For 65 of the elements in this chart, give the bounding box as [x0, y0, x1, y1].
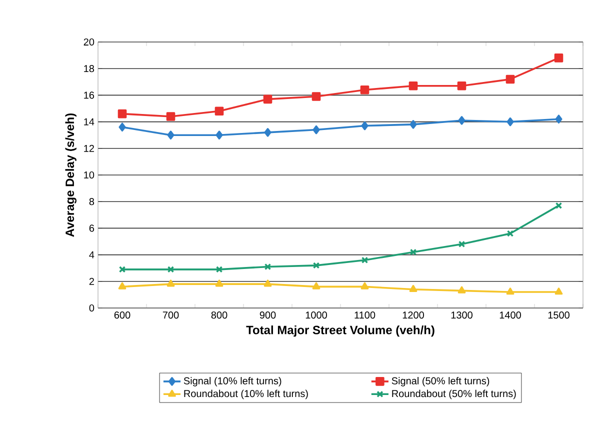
point — [360, 282, 369, 290]
y-tick-label: 10 — [84, 171, 94, 179]
x-tick-label: 1400 — [500, 312, 521, 319]
point — [555, 114, 562, 124]
x-tick-label: 1100 — [354, 312, 376, 319]
x-tick-label: 1300 — [451, 312, 472, 319]
legend-label: Roundabout (50% left turns) — [392, 390, 516, 400]
point — [215, 280, 224, 287]
point — [312, 282, 320, 290]
point — [263, 94, 272, 104]
point — [458, 286, 466, 294]
point — [410, 120, 417, 129]
y-tick-label: 14 — [84, 118, 94, 126]
x-tick-label: 900 — [260, 312, 276, 319]
y-tick-label: 8 — [89, 198, 94, 206]
point — [457, 81, 466, 90]
point — [554, 288, 563, 295]
point — [118, 282, 126, 290]
point — [118, 109, 127, 118]
point — [506, 74, 515, 84]
point — [216, 130, 223, 140]
x-tick-label: 600 — [114, 312, 130, 319]
point — [312, 92, 321, 101]
x-tick-label: 1500 — [548, 312, 570, 319]
x-tick-label: 1000 — [306, 312, 327, 319]
point — [410, 248, 417, 256]
y-tick-label: 16 — [84, 92, 94, 99]
x-axis-title: Total Major Street Volume (veh/h) — [246, 325, 434, 337]
point — [458, 240, 466, 248]
x-tick-label: 1200 — [402, 312, 424, 319]
legend-label: Signal (50% left turns) — [392, 377, 490, 386]
point — [458, 116, 466, 125]
legend-label: Signal (10% left turns) — [184, 377, 282, 386]
y-tick-label: 0 — [89, 304, 94, 312]
point — [118, 122, 126, 132]
y-tick-label: 2 — [89, 278, 94, 285]
point — [214, 106, 224, 116]
point — [506, 288, 514, 295]
point — [167, 130, 174, 140]
point — [166, 112, 176, 121]
y-axis-title: Average Delay (s/veh) — [65, 113, 76, 237]
point — [216, 266, 223, 273]
point — [264, 263, 272, 270]
x-tick-label: 700 — [162, 312, 179, 319]
point — [361, 256, 368, 264]
point — [360, 85, 370, 94]
point — [264, 280, 272, 287]
point — [361, 121, 368, 130]
point — [506, 230, 514, 237]
x-tick-label: 800 — [211, 312, 228, 319]
point — [408, 81, 418, 90]
point — [167, 266, 174, 273]
y-tick-label: 12 — [84, 144, 94, 152]
point — [409, 284, 418, 292]
point — [554, 54, 564, 62]
y-tick-label: 6 — [89, 224, 94, 232]
point — [166, 280, 175, 287]
y-tick-label: 4 — [89, 251, 94, 258]
point — [264, 128, 272, 137]
point — [506, 117, 514, 126]
legend-label: Roundabout (10% left turns) — [184, 390, 308, 400]
y-tick-label: 18 — [84, 65, 94, 72]
point — [312, 262, 320, 269]
y-tick-label: 20 — [84, 38, 94, 46]
point — [312, 125, 320, 134]
